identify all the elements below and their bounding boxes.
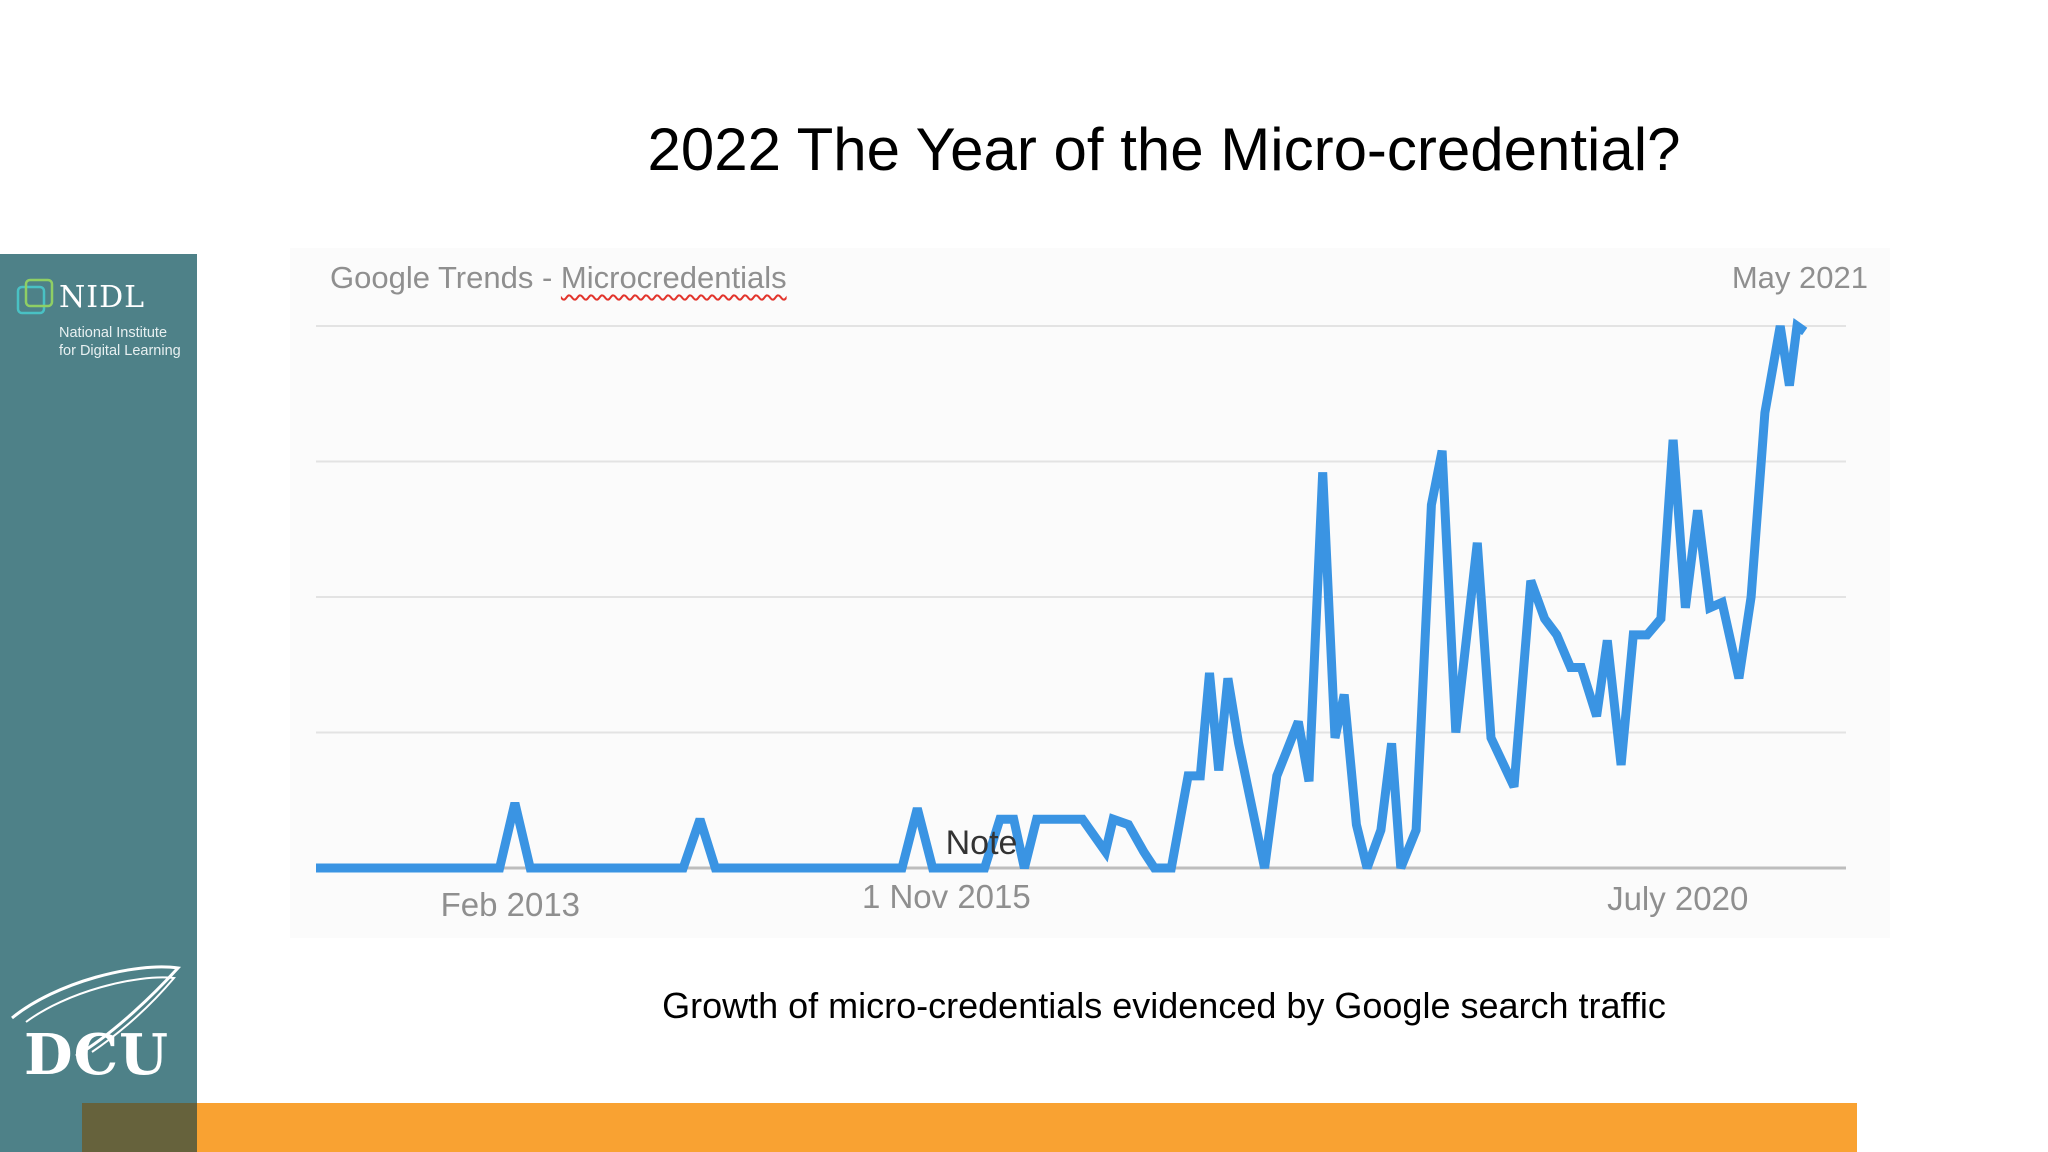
series-line-0 — [316, 318, 1808, 873]
chart-plot: Feb 2013 1 Nov 2015 July 2020 Note — [316, 318, 1846, 923]
nidl-logo-icon — [16, 278, 54, 315]
x-tick-label-2: July 2020 — [1607, 880, 1748, 917]
nidl-logo-subtitle: National Institute for Digital Learning — [59, 325, 181, 359]
chart-title: Google Trends - Microcredentials — [330, 260, 787, 296]
chart-annotation-note: Note — [946, 824, 1018, 862]
x-tick-label-1: 1 Nov 2015 — [862, 878, 1031, 915]
slide-caption: Growth of micro-credentials evidenced by… — [662, 985, 1666, 1026]
dcu-logo-text: DCU — [24, 1022, 169, 1088]
slide-title: 2022 The Year of the Micro-credential? — [647, 116, 1681, 183]
google-trends-chart: Google Trends - Microcredentials May 202… — [290, 248, 1890, 938]
chart-title-term: Microcredentials — [560, 260, 787, 295]
footer-bar-dark — [82, 1103, 197, 1152]
dcu-swoosh-icon — [11, 965, 182, 1058]
chart-date-label: May 2021 — [1731, 260, 1868, 295]
chart-title-prefix: Google Trends - — [330, 260, 561, 295]
x-tick-label-0: Feb 2013 — [441, 886, 580, 923]
sidebar: NIDL National Institute for Digital Lear… — [0, 254, 197, 1152]
footer-bar — [197, 1103, 1857, 1152]
nidl-logo-name: NIDL — [59, 280, 146, 315]
nidl-logo: NIDL National Institute for Digital Lear… — [16, 276, 196, 366]
